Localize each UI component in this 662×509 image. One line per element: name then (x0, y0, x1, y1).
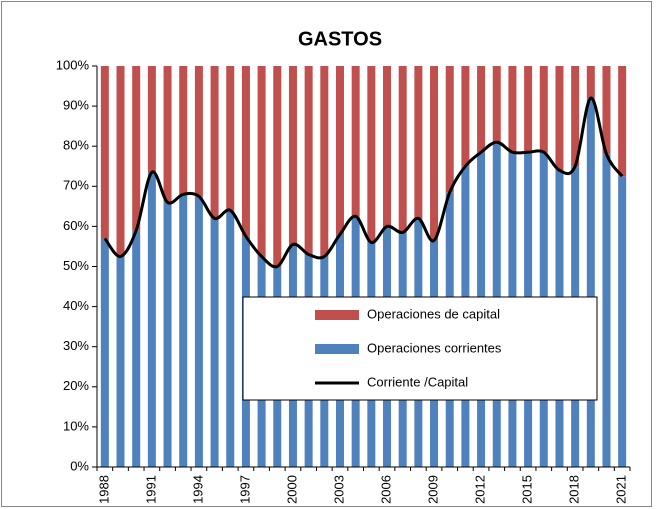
bar (147, 66, 156, 173)
bar (241, 66, 250, 237)
legend-label: Operaciones corrientes (367, 340, 502, 355)
x-tick-label: 2006 (378, 475, 393, 504)
bar (398, 66, 407, 233)
x-tick-label: 2021 (614, 475, 629, 504)
y-tick-label: 30% (63, 338, 89, 353)
chart-title: GASTOS (298, 28, 382, 50)
x-tick-label: 2018 (567, 475, 582, 504)
y-tick-label: 80% (63, 138, 89, 153)
bar (539, 66, 548, 153)
bar (163, 66, 172, 203)
bar (602, 66, 611, 155)
bar (304, 66, 313, 255)
bar (320, 66, 329, 257)
bar (618, 176, 627, 467)
legend-swatch (315, 310, 359, 320)
bar (618, 66, 627, 177)
y-tick-label: 40% (63, 298, 89, 313)
y-tick-label: 20% (63, 378, 89, 393)
bar (461, 66, 470, 167)
y-tick-label: 10% (63, 418, 89, 433)
bar (335, 66, 344, 235)
x-tick-label: 2003 (331, 475, 346, 504)
bar (226, 210, 235, 468)
legend-label: Corriente /Capital (367, 374, 468, 389)
bar (179, 194, 188, 467)
bar (100, 238, 109, 467)
bar (257, 66, 266, 257)
bar (132, 66, 141, 231)
legend-label: Operaciones de capital (367, 306, 500, 321)
bar (555, 66, 564, 171)
bar (445, 66, 454, 193)
bar (383, 66, 392, 227)
x-tick-label: 1997 (237, 475, 252, 504)
bar (571, 66, 580, 167)
bar (116, 256, 125, 467)
x-tick-label: 2015 (520, 475, 535, 504)
x-tick-label: 1994 (190, 475, 205, 504)
bar (430, 66, 439, 241)
bar (116, 66, 125, 257)
bar (367, 66, 376, 243)
bar (586, 98, 595, 467)
bar (100, 66, 109, 239)
bar (210, 218, 219, 467)
bar (288, 66, 297, 245)
legend-swatch (315, 344, 359, 354)
bar (194, 66, 203, 197)
bar (414, 66, 423, 219)
bar (586, 66, 595, 99)
bar (602, 154, 611, 467)
bar (477, 66, 486, 153)
bar (210, 66, 219, 219)
y-tick-label: 60% (63, 218, 89, 233)
bar (351, 66, 360, 217)
bar (179, 66, 188, 195)
bar (132, 230, 141, 467)
x-tick-label: 2009 (425, 475, 440, 504)
bar (524, 66, 533, 153)
bar (508, 66, 517, 153)
bar (163, 202, 172, 467)
x-tick-label: 1988 (96, 475, 111, 504)
bar (226, 66, 235, 211)
y-tick-label: 90% (63, 98, 89, 113)
bar (273, 66, 282, 267)
y-tick-label: 70% (63, 178, 89, 193)
y-tick-label: 100% (56, 57, 90, 72)
x-tick-label: 2000 (284, 475, 299, 504)
x-tick-label: 2012 (473, 475, 488, 504)
bar (492, 66, 501, 143)
y-tick-label: 0% (70, 458, 89, 473)
legend-box (242, 296, 598, 401)
y-tick-label: 50% (63, 258, 89, 273)
x-tick-label: 1991 (143, 475, 158, 504)
bar (194, 196, 203, 467)
bar (147, 172, 156, 467)
line (103, 96, 624, 269)
